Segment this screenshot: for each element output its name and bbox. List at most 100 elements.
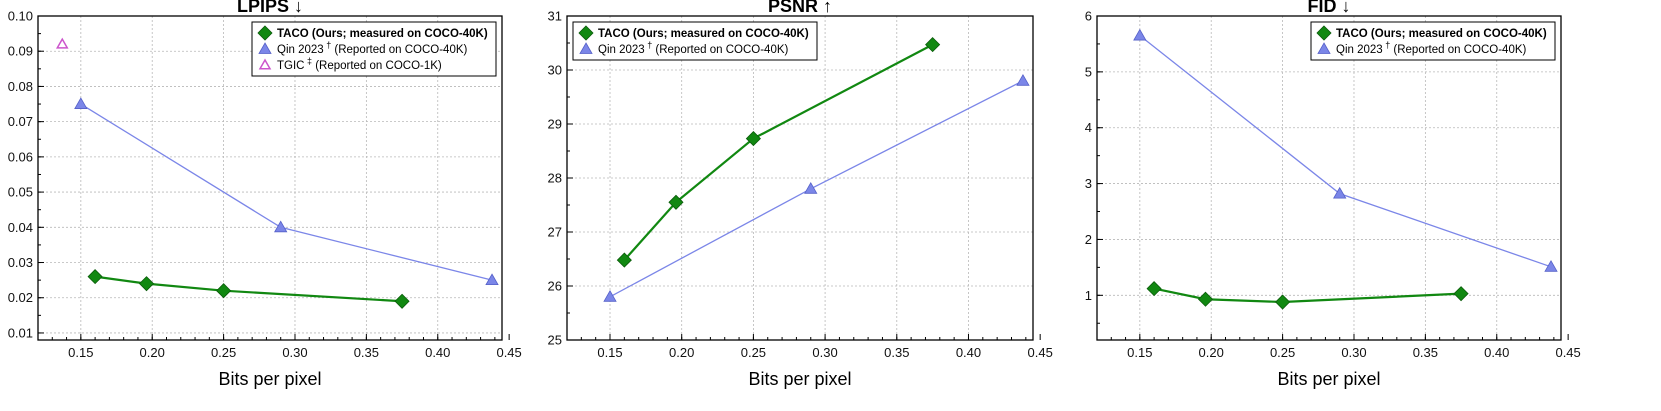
lpips-y-tick-label: 0.10 (8, 9, 33, 24)
psnr-chart-title: PSNR ↑ (768, 0, 832, 16)
fid-x-tick-label: 0.45 (1555, 345, 1580, 360)
psnr-data-point (804, 181, 818, 194)
lpips-y-tick-label: 0.04 (8, 220, 33, 235)
lpips-data-point (87, 269, 103, 285)
fid-legend-label: TACO (Ours; measured on COCO-40K) (1336, 28, 1547, 40)
psnr-x-tick-label: 0.45 (1028, 345, 1053, 360)
fid-x-tick-label: 0.30 (1341, 345, 1366, 360)
lpips-legend: TACO (Ours; measured on COCO-40K)Qin 202… (251, 21, 497, 77)
psnr-x-tick-label: 0.30 (812, 345, 837, 360)
psnr-x-tick-label: 0.15 (597, 345, 622, 360)
psnr-data-point (1016, 73, 1030, 86)
fid-panel: 0.15 0.20 0.25 0.30 0.35 0.40 0.45 1 2 3 4 5 6 FID ↓ B… (1085, 0, 1581, 389)
lpips-x-tick-label: 0.25 (211, 345, 236, 360)
lpips-legend-label: TGIC ‡ (Reported on COCO-1K) (277, 56, 442, 72)
fid-x-tick-label: 0.15 (1127, 345, 1152, 360)
lpips-y-tick-label: 0.01 (8, 325, 33, 340)
fid-series-1 (1133, 28, 1558, 272)
fid-legend-box (1310, 21, 1556, 61)
lpips-series-2 (55, 37, 69, 49)
fid-data-point (1133, 28, 1147, 41)
lpips-panel: 0.15 0.20 0.25 0.30 0.35 0.40 0.45 0.01 0.02 0.03… (8, 0, 522, 389)
fid-y-tick-label: 3 (1085, 176, 1092, 191)
psnr-x-tick-label: 0.35 (884, 345, 909, 360)
psnr-x-axis-label: Bits per pixel (748, 369, 851, 389)
fid-data-point (1197, 291, 1214, 307)
psnr-data-point (603, 289, 617, 302)
fid-x-tick-label: 0.25 (1270, 345, 1295, 360)
lpips-y-tick-label: 0.05 (8, 185, 33, 200)
fid-y-tick-label: 6 (1085, 9, 1092, 24)
lpips-x-tick-label: 0.40 (425, 345, 450, 360)
psnr-y-tick-label: 28 (548, 171, 562, 186)
fid-grid (1097, 16, 1561, 340)
psnr-x-tick-label: 0.20 (669, 345, 694, 360)
lpips-x-tick-label: 0.35 (354, 345, 379, 360)
lpips-series-1 (74, 97, 499, 286)
fid-legend-label: Qin 2023 † (Reported on COCO-40K) (1336, 40, 1527, 56)
fid-y-tick-label: 4 (1085, 120, 1092, 135)
psnr-y-tick-label: 26 (548, 279, 562, 294)
lpips-x-axis-label: Bits per pixel (218, 369, 321, 389)
psnr-legend: TACO (Ours; measured on COCO-40K)Qin 202… (572, 21, 818, 61)
lpips-data-point (74, 97, 88, 109)
psnr-series-line (623, 43, 934, 261)
psnr-data-point (745, 131, 761, 147)
fid-series-line (1153, 287, 1462, 304)
psnr-x-tick-label: 0.25 (741, 345, 766, 360)
fid-data-point (1146, 281, 1162, 297)
fid-data-point (1275, 294, 1291, 310)
fid-series-0 (1146, 281, 1469, 310)
fid-legend-marker (1316, 25, 1332, 41)
fid-data-point (1333, 186, 1347, 199)
lpips-x-tick-label: 0.15 (68, 345, 93, 360)
lpips-legend-marker (258, 58, 272, 70)
lpips-legend-marker (257, 25, 273, 41)
lpips-data-point (274, 220, 288, 233)
psnr-legend-marker (578, 25, 594, 41)
lpips-y-tick-label: 0.02 (8, 290, 33, 305)
lpips-x-tick-label: 0.20 (140, 345, 165, 360)
lpips-data-point (55, 37, 69, 49)
lpips-data-point (216, 283, 232, 299)
lpips-legend-marker (258, 42, 272, 54)
psnr-data-point (925, 37, 941, 53)
lpips-series-0 (87, 269, 410, 309)
lpips-data-point (485, 273, 499, 286)
psnr-y-tick-label: 25 (548, 333, 562, 348)
fid-legend-marker (1317, 42, 1331, 54)
lpips-plot-frame (37, 15, 503, 341)
psnr-panel: 0.15 0.20 0.25 0.30 0.35 0.40 0.45 25 26 27 28 29 30… (548, 0, 1053, 389)
psnr-y-tick-label: 29 (548, 117, 562, 132)
lpips-legend-box (251, 21, 497, 77)
fid-plot-frame (1096, 15, 1562, 341)
lpips-series-line (94, 275, 403, 303)
lpips-data-point (138, 276, 155, 292)
psnr-series-0 (616, 37, 941, 268)
psnr-y-tick-label: 30 (548, 63, 562, 78)
fid-y-tick-label: 5 (1085, 64, 1092, 79)
psnr-data-point (616, 252, 632, 268)
psnr-y-tick-label: 31 (548, 9, 562, 24)
fid-x-tick-label: 0.35 (1413, 345, 1438, 360)
fid-x-tick-label: 0.20 (1199, 345, 1224, 360)
psnr-y-tick-label: 27 (548, 225, 562, 240)
fid-y-tick-label: 1 (1085, 288, 1092, 303)
lpips-chart-title: LPIPS ↓ (237, 0, 303, 16)
lpips-y-tick-label: 0.08 (8, 79, 33, 94)
psnr-legend-label: Qin 2023 † (Reported on COCO-40K) (598, 40, 789, 56)
psnr-grid (567, 16, 1033, 340)
fid-series-line (1139, 35, 1552, 268)
fid-data-point (1544, 260, 1558, 272)
lpips-y-tick-label: 0.03 (8, 255, 33, 270)
psnr-data-point (668, 194, 684, 210)
fid-legend: TACO (Ours; measured on COCO-40K)Qin 202… (1310, 21, 1556, 61)
lpips-data-point (394, 293, 410, 309)
lpips-y-tick-label: 0.07 (8, 114, 33, 129)
lpips-x-tick-label: 0.45 (496, 345, 521, 360)
lpips-legend-label: Qin 2023 † (Reported on COCO-40K) (277, 40, 468, 56)
fid-y-tick-label: 2 (1085, 232, 1092, 247)
fid-chart-title: FID ↓ (1308, 0, 1351, 16)
fid-x-axis-label: Bits per pixel (1277, 369, 1380, 389)
